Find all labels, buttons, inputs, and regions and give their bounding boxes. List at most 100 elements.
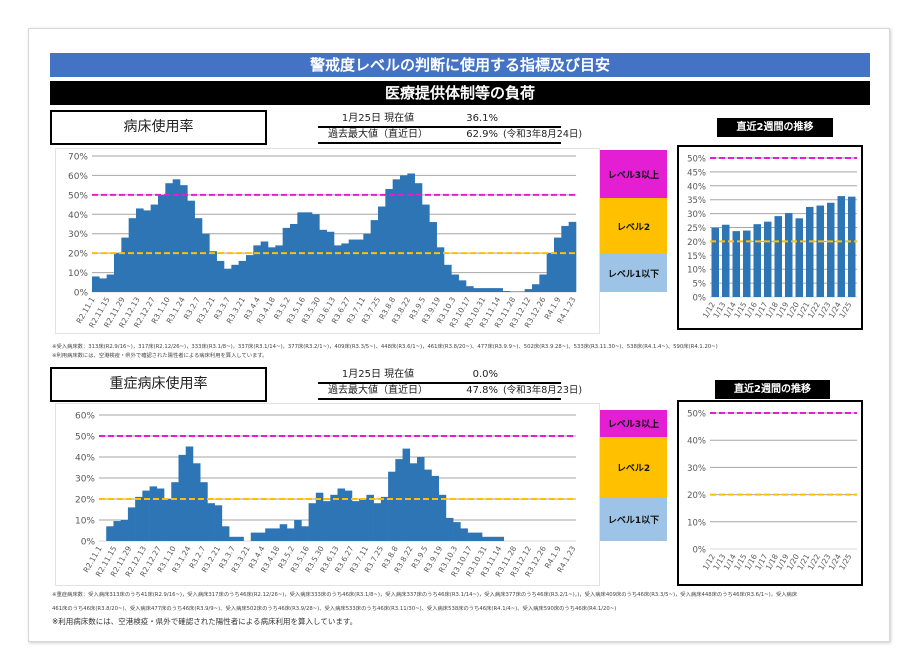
bar [150,204,159,292]
bar [482,536,490,541]
bar [370,220,379,292]
bar [143,210,151,292]
bar [568,221,577,292]
bar [458,280,467,292]
y-tick-label: 10% [68,269,88,279]
bar [334,245,342,292]
bar [250,532,259,541]
bar [231,264,239,292]
bar [312,214,320,292]
bar [214,505,223,541]
max-value: 47.8% [466,385,498,396]
bar [128,218,137,292]
bar [136,208,144,292]
footnote: ※受入病床数：313床(R2.9/16~)，317床(R2.12/26~)，33… [52,344,718,350]
bar [200,482,208,541]
bar [171,482,179,541]
bar [848,196,856,297]
bar [229,536,237,541]
bar [135,496,143,541]
bar [258,532,266,541]
bar [319,229,327,292]
bar [366,494,374,541]
y-tick-label: 0% [693,294,707,304]
y-tick-label: 50% [75,433,95,443]
bar [268,247,276,292]
bar [414,183,423,292]
bar [722,224,730,297]
bar [265,528,273,541]
footnote: ※利用病床数には、空港検疫・県外で確認された陽性者による病床利用を算入しています… [52,353,268,359]
bar [402,448,411,541]
level1-box: レベル1以下 [600,254,667,292]
bar [473,288,481,292]
y-tick-label: 30% [687,464,706,474]
level2-box: レベル2 [600,437,667,497]
recent-title: 直近2週間の推移 [715,380,830,399]
bar [489,536,497,541]
bar [165,183,173,292]
bar [380,496,389,541]
bar [488,288,496,292]
bar [373,503,382,541]
bar [326,231,335,292]
current-value: 36.1% [466,113,498,124]
bar [113,521,121,541]
bar [388,471,396,541]
bar [467,532,476,541]
bar [539,274,547,292]
bar [185,446,194,541]
y-tick-label: 15% [687,252,706,262]
y-tick-label: 20% [687,491,706,501]
bar [341,243,349,292]
bar [149,486,158,541]
bar [106,274,115,292]
bed-usage-chart-panel: 0% 10% 20% 30% 40% 50% 60% 70% R2.11.1 R2.11.15 R2… [55,148,600,334]
bar [806,206,814,297]
bar [407,173,415,292]
bar [816,205,824,297]
level1-box: レベル1以下 [600,497,667,541]
severe-recent-chart: 0%10%20%30%40%50%1/121/131/141/151/161/1… [687,410,857,572]
page-frame [28,28,890,642]
bar [480,288,489,292]
bar [172,179,181,292]
bar [99,278,107,292]
bar [323,501,331,541]
bar [517,291,525,292]
current-label: 1月25日 現在値 [341,113,415,124]
bar [546,253,555,292]
footnote: ※利用病床数には、空港検疫・県外で確認された陽性者による病床利用を算入しています… [52,617,358,626]
bed-usage-label: 病床使用率 [50,110,267,145]
y-tick-label: 25% [687,224,706,234]
bar [417,457,425,541]
y-tick-label: 35% [687,196,706,206]
y-tick-label: 40% [687,437,706,447]
bar [194,218,203,292]
severe-recent-panel: 0% 10% 20% 30% 40% 50% 1/12 1/13 1/14 1/15 1/16 1/1… [677,400,863,586]
max-label: 過去最大値（直近日） [328,129,428,140]
bar [202,233,210,292]
bed-usage-chart: 0%10%20%30%40%50%60%70%R2.11.1R2.11.15R2… [68,153,578,330]
bar [732,231,740,297]
bar [290,224,298,292]
bar [395,459,403,541]
level2-box: レベル2 [600,198,667,254]
y-tick-label: 40% [75,454,95,464]
bar [260,241,269,292]
severe-info: 1月25日 現在値 0.0% 過去最大値（直近日） 47.8% (令和3年8月23日) [318,368,618,400]
bar [238,260,247,292]
bar [378,206,386,292]
bar [385,189,393,292]
bar [764,221,772,297]
recent-title: 直近2週間の推移 [717,118,833,137]
section-title: 医療提供体制等の負荷 [50,81,870,105]
bar [424,469,432,541]
y-tick-label: 0% [693,546,707,556]
severe-chart-panel: 0% 10% 20% 30% 40% 50% 60% R2.11.1 R2.11.15 R2.11… [55,403,600,586]
y-tick-label: 40% [68,211,88,221]
bar [114,253,122,292]
y-tick-label: 0% [74,289,89,299]
bar [348,239,357,292]
bar [315,492,324,541]
